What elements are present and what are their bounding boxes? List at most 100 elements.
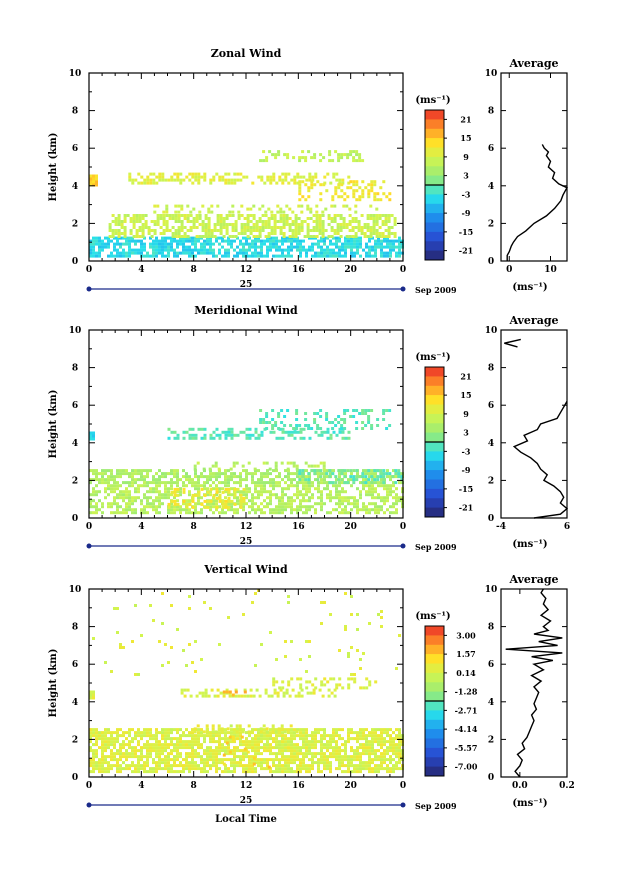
heatmap-cell — [243, 694, 247, 698]
heatmap-cell — [122, 469, 125, 473]
x-tick-label: 20 — [344, 522, 357, 532]
heatmap-cell — [269, 493, 272, 497]
heatmap-cell — [203, 737, 206, 741]
heatmap-cell — [180, 226, 184, 229]
heatmap-cell — [296, 181, 300, 185]
heatmap-cell — [141, 229, 145, 232]
heatmap-cell — [269, 236, 272, 240]
heatmap-cell — [228, 235, 232, 238]
heatmap-cell — [89, 746, 92, 750]
heatmap-cell — [400, 475, 404, 479]
heatmap-cell — [170, 478, 173, 482]
heatmap-cell — [158, 478, 161, 482]
heatmap-cell — [382, 475, 386, 479]
colorbar-swatch — [425, 460, 444, 471]
heatmap-cell — [158, 764, 161, 768]
colorbar-swatch — [425, 166, 444, 177]
heatmap-cell — [259, 421, 263, 424]
heatmap-cell — [389, 245, 392, 249]
heatmap-cell — [92, 511, 95, 515]
heatmap-cell — [260, 643, 263, 646]
heatmap-cell — [155, 746, 158, 750]
heatmap-cell — [371, 472, 374, 476]
heatmap-cell — [288, 226, 292, 229]
heatmap-cell — [253, 467, 257, 471]
heatmap-cell — [158, 469, 161, 473]
heatmap-cell — [119, 643, 122, 646]
heatmap-cell — [368, 761, 371, 765]
heatmap-cell — [290, 677, 294, 681]
heatmap-cell — [245, 478, 248, 482]
heatmap-cell — [119, 242, 122, 246]
heatmap-cell — [365, 478, 368, 482]
heatmap-cell — [353, 755, 356, 759]
heatmap-cell — [242, 767, 245, 771]
heatmap-cell — [173, 487, 177, 491]
heatmap-cell — [372, 223, 376, 226]
heatmap-cell — [367, 418, 371, 421]
heatmap-cell — [389, 740, 392, 744]
colorbar-swatch — [425, 156, 444, 167]
heatmap-cell — [206, 478, 209, 482]
heatmap-cell — [383, 749, 386, 753]
heatmap-cell — [168, 214, 172, 217]
heatmap-cell — [228, 210, 232, 214]
heatmap-cell — [260, 433, 264, 437]
heatmap-cell — [188, 502, 192, 506]
heatmap-cell — [353, 737, 356, 741]
heatmap-cell — [336, 223, 340, 226]
heatmap-cell — [371, 752, 374, 756]
heatmap-cell — [110, 758, 113, 762]
heatmap-cell — [394, 472, 398, 476]
heatmap-cell — [319, 183, 323, 187]
heatmap-cell — [216, 217, 220, 220]
heatmap-cell — [320, 490, 323, 494]
heatmap-cell — [239, 472, 242, 476]
heatmap-cell — [320, 248, 323, 252]
heatmap-cell — [346, 156, 350, 160]
heatmap-cell — [197, 484, 200, 488]
heatmap-cell — [188, 746, 191, 750]
heatmap-cell — [323, 472, 326, 476]
heatmap-cell — [227, 251, 230, 255]
heatmap-cell — [98, 481, 101, 485]
heatmap-cell — [359, 746, 362, 750]
heatmap-cell — [194, 178, 198, 182]
heatmap-cell — [265, 415, 269, 418]
heatmap-cell — [236, 761, 239, 765]
heatmap-cell — [228, 735, 232, 739]
heatmap-cell — [183, 694, 187, 698]
heatmap-cell — [383, 502, 386, 506]
colorbar-swatch — [425, 423, 444, 434]
heatmap-cell — [162, 220, 166, 223]
heatmap-cell — [319, 409, 323, 412]
heatmap-cell — [314, 251, 317, 255]
heatmap-cell — [164, 749, 167, 753]
heatmap-cell — [263, 481, 266, 485]
heatmap-cell — [254, 734, 257, 738]
heatmap-cell — [287, 478, 290, 482]
heatmap-cell — [312, 226, 316, 229]
colorbar-swatch — [425, 203, 444, 214]
heatmap-cell — [134, 251, 137, 255]
heatmap-cell — [104, 472, 107, 476]
heatmap-cell — [215, 761, 218, 765]
heatmap-cell — [350, 502, 353, 506]
heatmap-cell — [197, 746, 200, 750]
heatmap-cell — [143, 496, 146, 500]
heatmap-cell — [98, 508, 101, 512]
heatmap-cell — [140, 634, 143, 637]
heatmap-cell — [281, 181, 285, 185]
heatmap-cell — [269, 511, 272, 515]
heatmap-cell — [326, 740, 329, 744]
heatmap-cell — [207, 217, 211, 220]
heatmap-cell — [98, 734, 101, 738]
heatmap-cell — [359, 242, 362, 246]
heatmap-cell — [364, 186, 368, 190]
heatmap-cell — [269, 728, 272, 732]
heatmap-cell — [203, 251, 206, 255]
heatmap-cell — [322, 464, 326, 468]
heatmap-cell — [89, 254, 92, 258]
heatmap-cell — [269, 478, 272, 482]
heatmap-cell — [393, 232, 397, 235]
